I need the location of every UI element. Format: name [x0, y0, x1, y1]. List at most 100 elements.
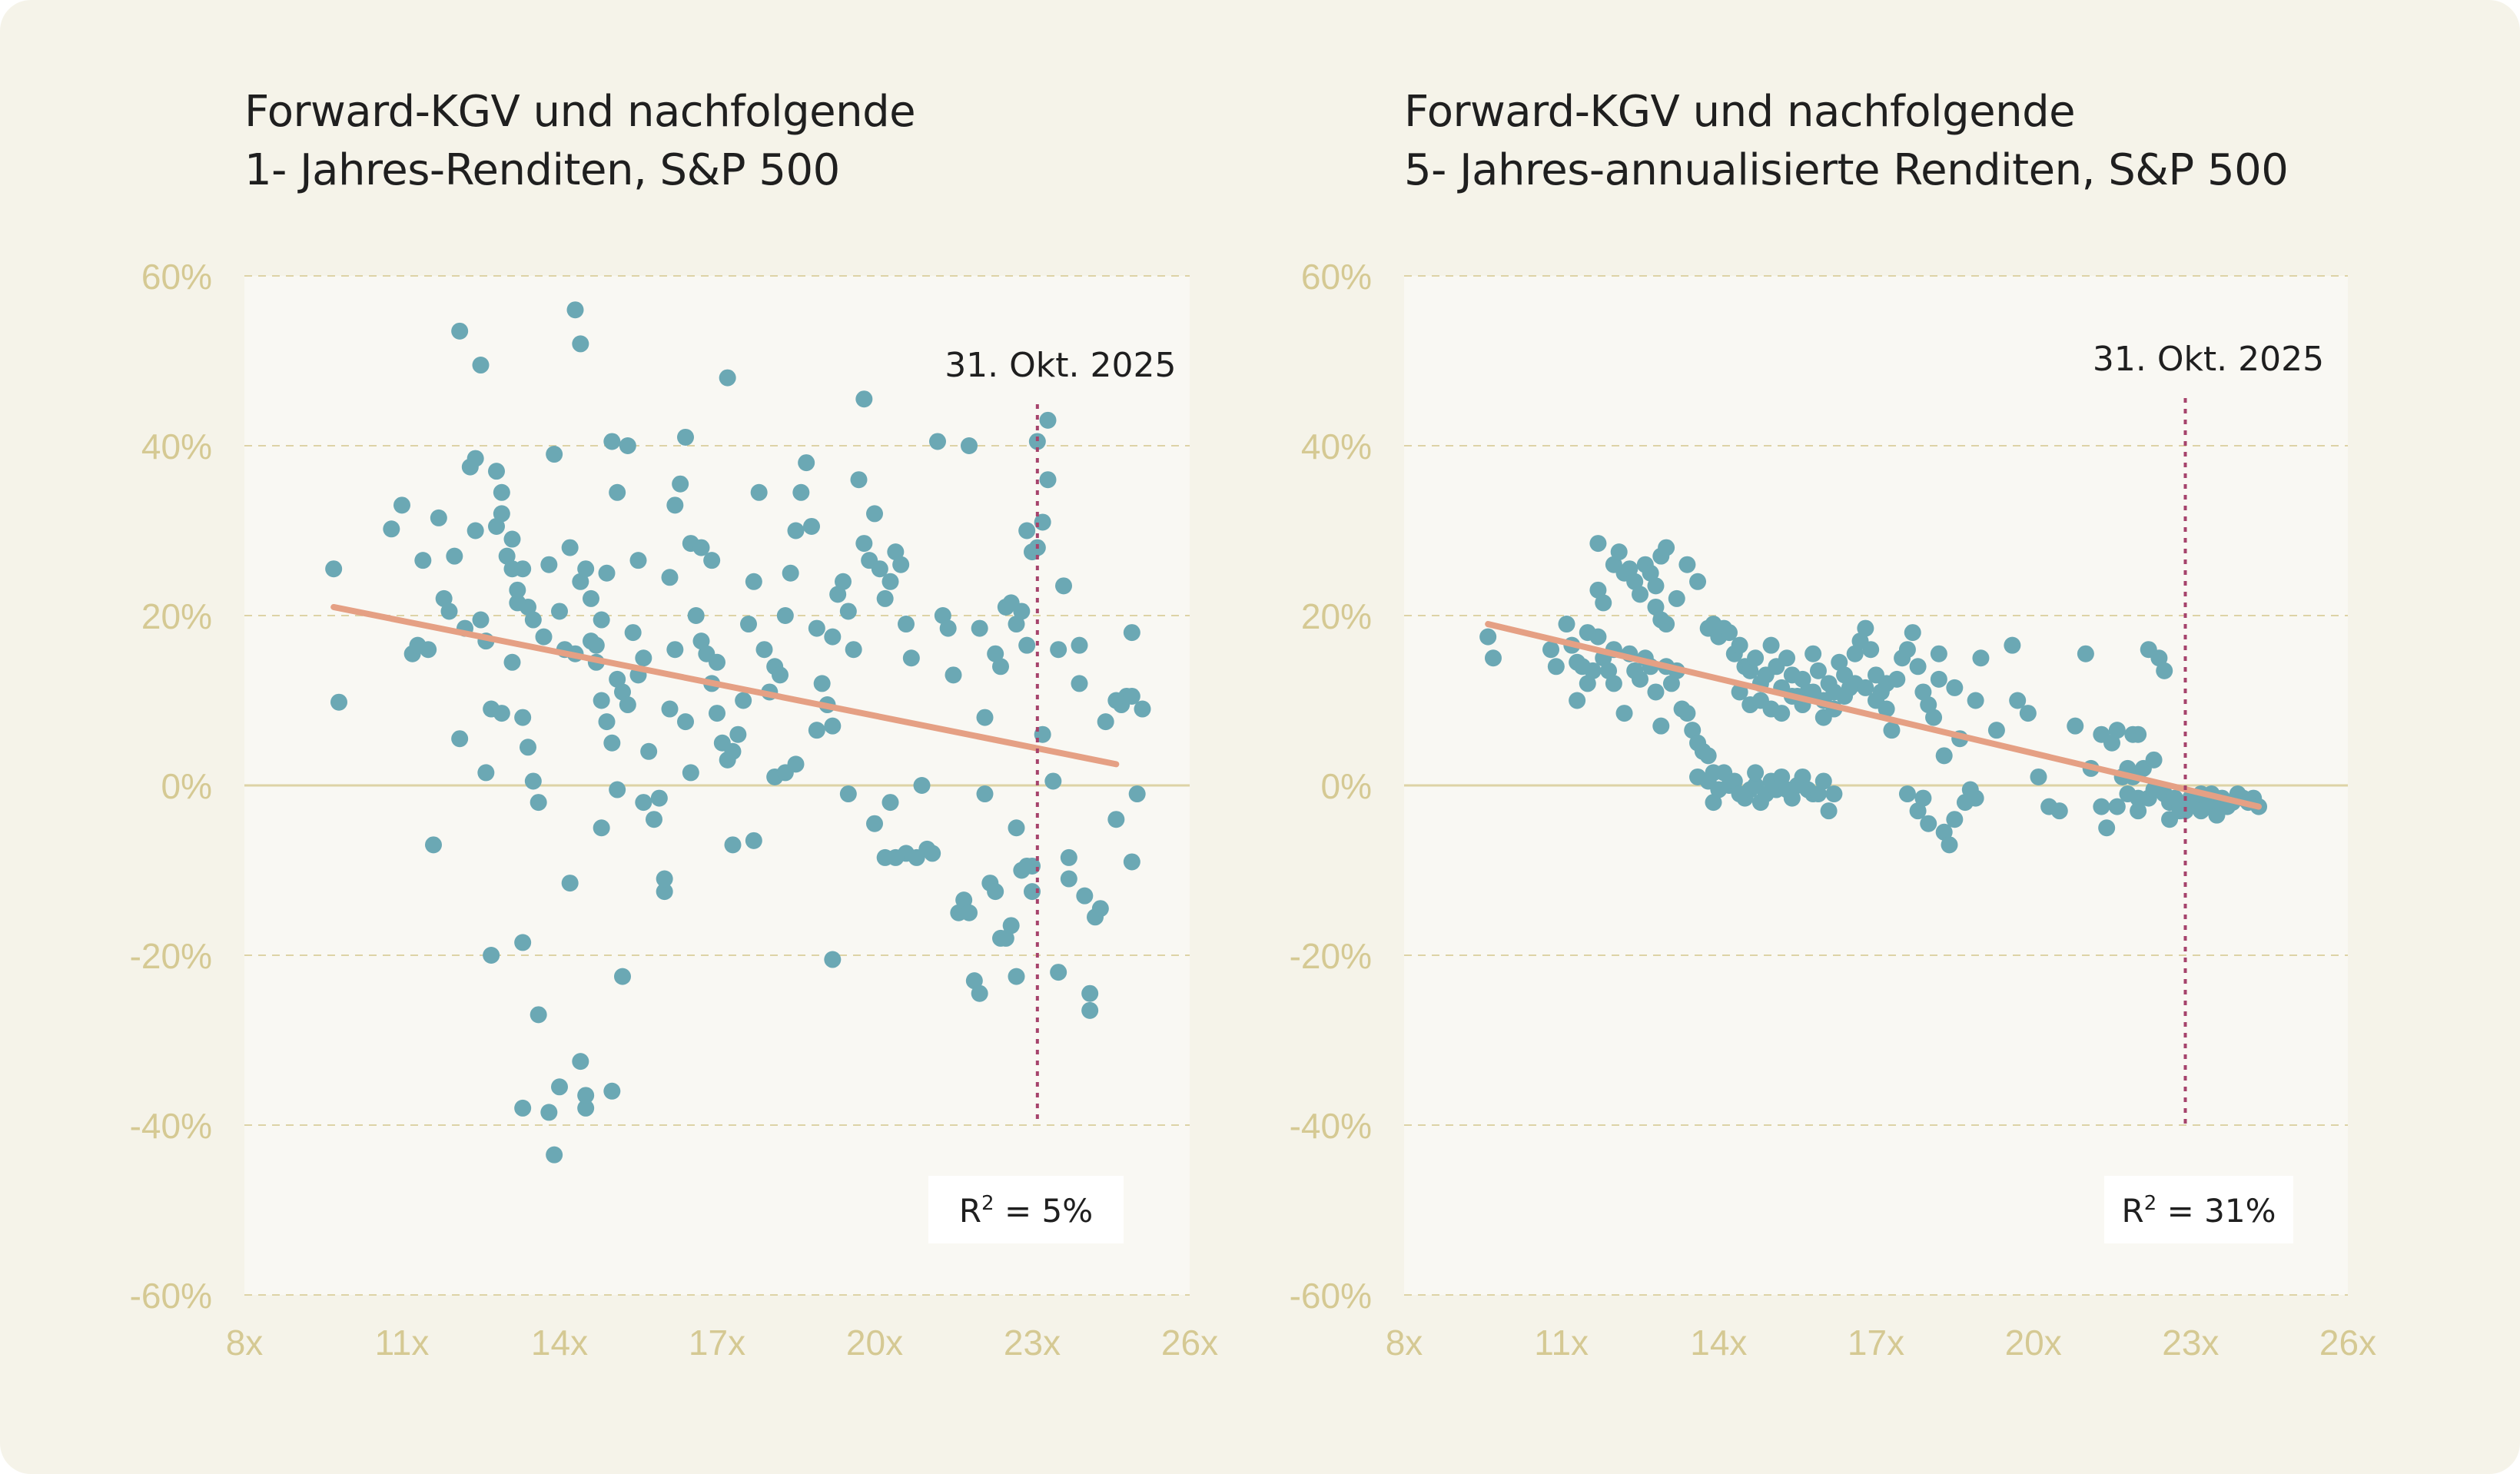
y-tick-label: 40% [141, 427, 212, 466]
data-point [2050, 802, 2068, 820]
x-tick-label: 23x [1004, 1323, 1061, 1363]
data-point [1857, 679, 1874, 696]
data-point [755, 641, 773, 659]
data-point [1018, 636, 1036, 654]
data-point [835, 573, 852, 590]
data-point [1773, 768, 1791, 785]
data-point [2108, 798, 2126, 815]
data-points [1479, 535, 2268, 854]
data-point [1008, 968, 1025, 985]
data-point [1479, 628, 1497, 646]
y-tick-label: 40% [1301, 427, 1372, 466]
data-point [435, 589, 453, 607]
data-point [1071, 636, 1088, 654]
data-point [1809, 785, 1827, 803]
data-point [1060, 848, 1077, 866]
data-point [2103, 734, 2120, 752]
data-point [955, 891, 973, 909]
data-point [1741, 662, 1759, 679]
data-point [451, 730, 469, 748]
data-point [709, 653, 725, 671]
data-point [466, 522, 484, 539]
data-point [1484, 649, 1502, 667]
data-point [1039, 411, 1057, 429]
data-point [2067, 717, 2084, 735]
data-point [2130, 725, 2147, 743]
data-point [593, 692, 610, 709]
data-point [451, 322, 469, 340]
data-point [1123, 624, 1140, 642]
data-point [520, 598, 536, 616]
data-point [446, 547, 463, 565]
data-point [414, 552, 432, 569]
data-point [493, 705, 510, 722]
data-point [661, 569, 679, 586]
data-point [871, 560, 888, 578]
data-point [798, 454, 815, 472]
data-point [1658, 539, 1675, 556]
data-point [1814, 772, 1832, 790]
data-point [945, 666, 962, 684]
event-date-label: 31. Okt. 2025 [2093, 340, 2324, 379]
data-point [1632, 670, 1648, 688]
x-tick-label: 11x [1534, 1323, 1589, 1363]
data-point [1805, 683, 1822, 701]
data-point [646, 811, 662, 828]
data-point [839, 785, 857, 803]
y-tick-label: 0% [161, 766, 212, 806]
chart-right-title: Forward-KGV und nachfolgende 5- Jahres-a… [1404, 83, 2289, 200]
data-point [1050, 641, 1067, 659]
data-point [1123, 853, 1140, 871]
data-point [2208, 806, 2226, 824]
data-point [1028, 433, 1046, 450]
chart-right-title-line-2: 5- Jahres-annualisierte Renditen, S&P 50… [1404, 145, 2289, 195]
data-point [1794, 670, 1811, 688]
data-point [577, 1087, 595, 1104]
data-point [677, 713, 694, 731]
data-point [976, 785, 994, 803]
data-point [924, 845, 941, 862]
data-point [776, 607, 794, 624]
data-point [808, 722, 825, 739]
data-point [745, 832, 762, 849]
data-point [1705, 794, 1722, 812]
data-point [1747, 649, 1765, 667]
y-tick-label: -40% [130, 1106, 212, 1146]
data-point [724, 742, 742, 760]
data-point [566, 301, 584, 319]
data-point [1024, 883, 1041, 901]
data-point [1044, 772, 1062, 790]
data-point [2119, 785, 2137, 803]
data-point [2009, 692, 2027, 709]
data-point [1002, 917, 1020, 935]
data-point [987, 883, 1004, 901]
data-point [514, 934, 532, 951]
data-point [997, 929, 1014, 947]
data-point [855, 535, 873, 553]
data-point [1888, 670, 1906, 688]
y-tick-label: -40% [1290, 1106, 1372, 1146]
data-point [609, 781, 626, 798]
data-point [887, 848, 905, 866]
data-point [1935, 823, 1953, 841]
data-point [572, 573, 589, 590]
y-tick-label: -60% [1290, 1276, 1372, 1316]
data-point [1898, 785, 1916, 803]
data-point [939, 619, 957, 637]
data-point [719, 369, 736, 387]
data-point [1678, 556, 1696, 573]
y-tick-label: 20% [1301, 596, 1372, 636]
y-tick-label: 60% [1301, 257, 1372, 297]
data-point [619, 696, 636, 714]
data-point [1039, 471, 1057, 489]
data-point [1967, 692, 1984, 709]
data-point [1584, 662, 1602, 679]
trend-line [330, 603, 1120, 768]
data-point [1081, 984, 1099, 1002]
data-point [682, 764, 699, 782]
data-point [640, 742, 658, 760]
data-point [1647, 598, 1665, 616]
data-point [1925, 709, 1943, 726]
data-point [530, 1006, 547, 1024]
